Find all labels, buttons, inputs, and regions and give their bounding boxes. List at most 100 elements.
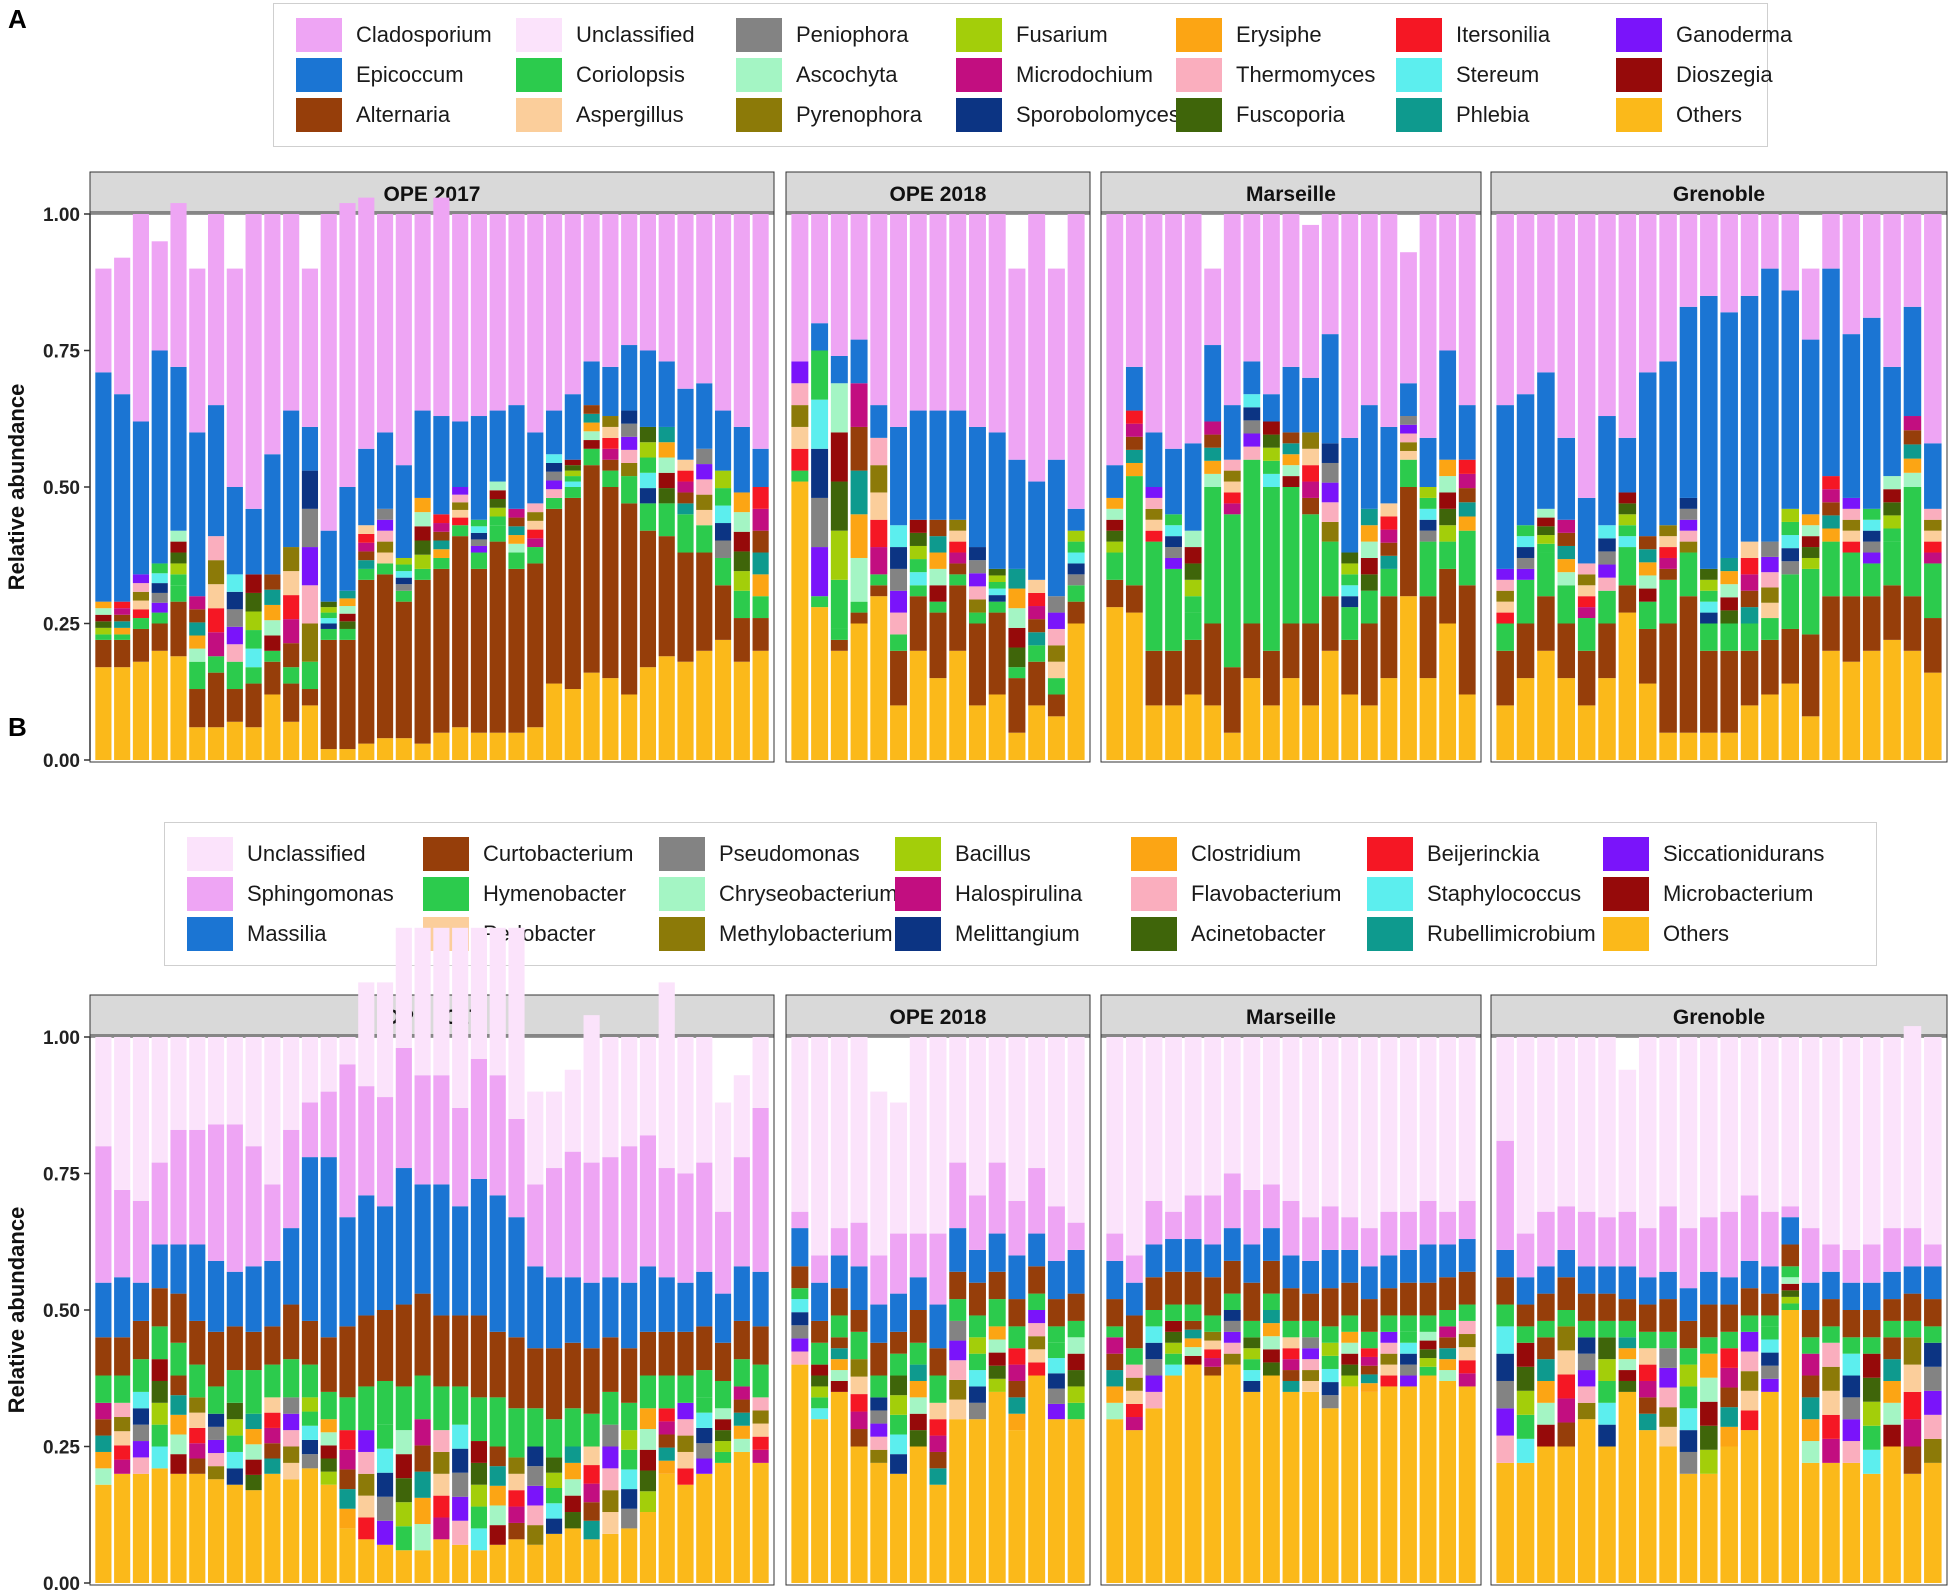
bar-segment-bacterial-minor-taxa <box>1761 1339 1779 1353</box>
bar-segment-massilia <box>320 1157 337 1338</box>
legend-item-methylobacterium: Methylobacterium <box>659 917 893 951</box>
bar-segment-bacterial-minor-taxa <box>696 1458 713 1474</box>
bar-segment-sphingomonas <box>1557 1206 1576 1250</box>
bar-segment-hymenobacter <box>791 1288 809 1300</box>
legend-swatch-aspergillus <box>516 98 562 132</box>
bar-segment-hymenobacter <box>1458 1304 1476 1321</box>
bar-segment-fungal-minor-taxa <box>395 557 412 565</box>
bar-segment-coriolopsis <box>376 563 394 575</box>
legend-swatch-chryseobacterium <box>659 877 705 911</box>
bar-segment-alternaria <box>1008 678 1026 733</box>
bar-segment-bacterial-minor-taxa <box>1125 1390 1143 1404</box>
bar-segment-coriolopsis <box>909 585 927 597</box>
bar-segment-fungal-minor-taxa <box>988 588 1006 596</box>
bar-segment-fungal-minor-taxa <box>658 442 675 458</box>
bar-segment-fungal-minor-taxa <box>929 585 947 602</box>
bar-segment-bacterial-minor-taxa <box>696 1443 713 1459</box>
bar-segment-alternaria <box>1184 639 1202 695</box>
bar-segment-epicoccum <box>489 410 506 482</box>
bar-segment-curtobacterium <box>358 1315 375 1387</box>
legend-label-curtobacterium: Curtobacterium <box>483 841 634 866</box>
bar-segment-bacterial-minor-taxa <box>207 1466 225 1480</box>
bar-segment-others <box>1302 705 1319 760</box>
bar-segment-others <box>1801 716 1820 760</box>
bar-segment-bacterial-minor-taxa <box>1924 1390 1942 1415</box>
bar-segment-sphingomonas <box>564 1151 581 1278</box>
bar-segment-bacterial-minor-taxa <box>564 1462 581 1480</box>
bar-segment-fungal-minor-taxa <box>301 585 319 624</box>
bar-segment-bacterial-minor-taxa <box>527 1505 544 1526</box>
bar-segment-curtobacterium <box>170 1293 187 1343</box>
bar-segment-curtobacterium <box>301 1320 319 1365</box>
bar-segment-epicoccum <box>890 426 908 526</box>
bar-segment-massilia <box>870 1304 888 1343</box>
bar-segment-cladosporium <box>508 214 525 406</box>
bar-segment-coriolopsis <box>1204 487 1222 624</box>
bar-segment-curtobacterium <box>696 1326 713 1371</box>
bar-segment-fungal-minor-taxa <box>301 623 319 662</box>
bar-segment-fungal-minor-taxa <box>1862 552 1881 564</box>
bar-segment-bacterial-minor-taxa <box>1822 1342 1840 1367</box>
bar-segment-epicoccum <box>433 416 450 515</box>
bar-segment-fungal-minor-taxa <box>1047 661 1065 679</box>
bar-segment-bacterial-minor-taxa <box>639 1470 657 1492</box>
bar-segment-bacterial-minor-taxa <box>1801 1397 1820 1420</box>
bar-segment-others <box>1243 1391 1261 1583</box>
bar-segment-curtobacterium <box>1165 1271 1182 1305</box>
bar-segment-coriolopsis <box>1557 585 1576 624</box>
bar-segment-massilia <box>489 1195 506 1332</box>
bar-segment-curtobacterium <box>564 1342 581 1409</box>
bar-segment-coriolopsis <box>1496 623 1514 651</box>
bar-segment-unclassified <box>733 1075 750 1158</box>
bar-segment-fungal-minor-taxa <box>1598 564 1616 578</box>
bar-segment-unclassified <box>1516 1037 1535 1234</box>
bar-segment-alternaria <box>1204 623 1222 706</box>
chart-panel-a: Relative abundance0.000.250.500.751.00OP… <box>4 171 1948 772</box>
bar-segment-epicoccum <box>1282 366 1300 433</box>
bar-segment-alternaria <box>949 585 967 651</box>
bar-segment-bacterial-minor-taxa <box>1924 1366 1942 1391</box>
bar-segment-bacterial-minor-taxa <box>968 1337 986 1354</box>
bar-segment-fungal-minor-taxa <box>583 405 600 414</box>
bar-segment-fungal-minor-taxa <box>1184 563 1202 580</box>
bar-segment-others <box>1458 694 1476 760</box>
bar-segment-others <box>1400 596 1417 760</box>
bar-segment-fungal-minor-taxa <box>1537 526 1555 536</box>
bar-segment-unclassified <box>1577 1037 1596 1212</box>
bar-segment-bacterial-minor-taxa <box>264 1427 281 1444</box>
bar-segment-fungal-minor-taxa <box>733 492 750 513</box>
bar-segment-others <box>132 1473 150 1583</box>
bar-segment-fungal-minor-taxa <box>207 632 225 657</box>
bar-segment-massilia <box>909 1277 927 1310</box>
bar-segment-alternaria <box>1439 568 1457 624</box>
bar-segment-cladosporium <box>1903 214 1922 307</box>
bar-segment-coriolopsis <box>733 590 750 619</box>
bar-segment-coriolopsis <box>850 601 868 613</box>
legend-item-staphylococcus: Staphylococcus <box>1367 877 1581 911</box>
bar-segment-fungal-minor-taxa <box>1223 492 1241 504</box>
bar-segment-fungal-minor-taxa <box>1740 557 1759 575</box>
bar-segment-coriolopsis <box>621 476 638 504</box>
bar-segment-massilia <box>1145 1244 1163 1278</box>
bar-segment-cladosporium <box>1740 214 1759 296</box>
bar-segment-bacterial-minor-taxa <box>376 1424 394 1449</box>
bar-segment-hymenobacter <box>639 1375 657 1409</box>
bar-segment-hymenobacter <box>470 1397 488 1442</box>
bar-segment-cladosporium <box>909 214 927 411</box>
bar-segment-bacterial-minor-taxa <box>714 1430 732 1442</box>
bar-segment-alternaria <box>1618 585 1637 613</box>
legend-label-cladosporium: Cladosporium <box>356 22 492 47</box>
bar-segment-bacterial-minor-taxa <box>677 1435 694 1452</box>
bar-segment-fungal-minor-taxa <box>677 492 694 504</box>
bar-segment-alternaria <box>909 596 927 651</box>
bar-segment-curtobacterium <box>1903 1293 1922 1321</box>
bar-segment-others <box>949 650 967 760</box>
bar-segment-fungal-minor-taxa <box>658 457 675 473</box>
bar-segment-fungal-minor-taxa <box>1659 525 1677 537</box>
bar-segment-curtobacterium <box>508 1337 525 1409</box>
bar-segment-bacterial-minor-taxa <box>1781 1303 1800 1310</box>
bar-segment-cladosporium <box>677 214 694 389</box>
bar-segment-bacterial-minor-taxa <box>1862 1401 1881 1426</box>
bar-segment-others <box>264 694 281 760</box>
bar-segment-bacterial-minor-taxa <box>1302 1337 1319 1349</box>
